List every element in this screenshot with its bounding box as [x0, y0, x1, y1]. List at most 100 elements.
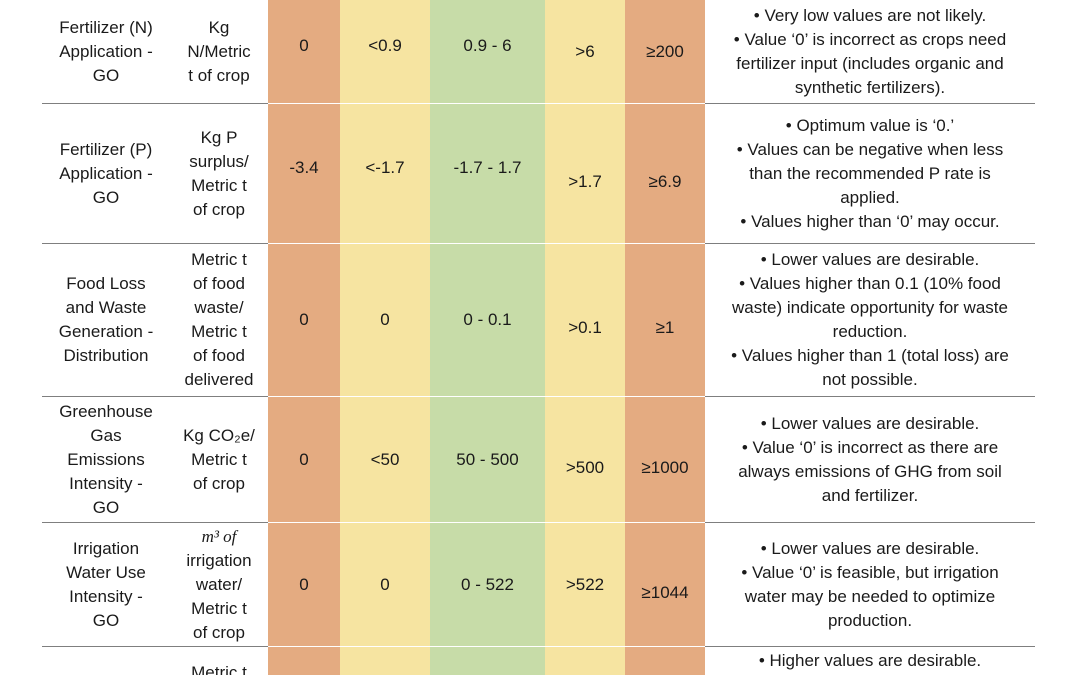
unit-line: N/Metric: [187, 41, 251, 61]
unit-line: water/: [195, 574, 243, 594]
unit-line: of food: [193, 346, 245, 365]
indicator-line: Application -: [59, 163, 153, 183]
note-line: • Values higher than ‘0’ may occur.: [740, 211, 1000, 231]
value-cell-red-high: ≥200: [625, 0, 705, 103]
row-divider: [42, 243, 268, 244]
value-cell-red-high: ≥1000: [625, 397, 705, 522]
unit-cell: Kg CO₂e/ Metric t of crop: [170, 397, 268, 522]
notes-cell: • Higher values are desirable.: [705, 647, 1035, 675]
row-divider: [705, 522, 1035, 523]
note-line: and fertilizer.: [821, 485, 919, 505]
indicator-line: Fertilizer (P): [59, 139, 153, 159]
row-divider: [42, 396, 268, 397]
indicator-cell: Irrigation Water Use Intensity - GO: [42, 523, 170, 646]
table-row: Fertilizer (P) Application - GO Kg P sur…: [0, 104, 1080, 243]
unit-line: irrigation: [186, 550, 252, 570]
note-line: waste) indicate opportunity for waste: [732, 298, 1008, 317]
value-cell-yellow-low: [340, 647, 430, 675]
value-cell-yellow-low: <-1.7: [340, 104, 430, 243]
value-cell-red-low: 0: [268, 244, 340, 396]
value-cell-green: [430, 647, 545, 675]
indicator-line: GO: [92, 65, 120, 85]
indicator-line: Greenhouse: [59, 401, 153, 421]
notes-cell: • Lower values are desirable. • Values h…: [705, 244, 1035, 396]
unit-line: waste/: [194, 298, 244, 317]
value-cell-red-high: ≥1: [625, 244, 705, 396]
note-line: than the recommended P rate is: [749, 163, 991, 183]
value-cell-red-high: [625, 647, 705, 675]
row-divider: [42, 522, 268, 523]
unit-line: m³ of: [201, 526, 237, 546]
note-line: • Optimum value is ‘0.’: [785, 115, 955, 135]
value-cell-yellow-low: 0: [340, 523, 430, 646]
indicator-line: and Waste: [65, 298, 147, 317]
unit-line: Metric t: [191, 175, 247, 195]
note-line: water may be needed to optimize: [744, 586, 996, 606]
unit-line: Kg CO₂e/: [183, 425, 255, 445]
notes-cell: • Lower values are desirable. • Value ‘0…: [705, 397, 1035, 522]
indicator-line: Generation -: [58, 322, 154, 341]
note-line: always emissions of GHG from soil: [738, 461, 1002, 481]
value-cell-red-low: -3.4: [268, 104, 340, 243]
unit-line: of crop: [193, 199, 245, 219]
indicator-line: Intensity -: [69, 473, 143, 493]
row-divider: [705, 103, 1035, 104]
value-cell-green: -1.7 - 1.7: [430, 104, 545, 243]
note-line: • Lower values are desirable.: [760, 538, 980, 558]
value-cell-red-low: 0: [268, 523, 340, 646]
row-divider: [42, 103, 268, 104]
table-row: Food Loss and Waste Generation - Distrib…: [0, 244, 1080, 396]
value-cell-green: 0 - 522: [430, 523, 545, 646]
unit-cell: Kg P surplus/ Metric t of crop: [170, 104, 268, 243]
unit-cell: Metric t of food waste/ Metric t of food…: [170, 244, 268, 396]
note-line: synthetic fertilizers).: [794, 77, 946, 97]
unit-line: of crop: [193, 473, 245, 493]
value-cell-red-low: [268, 647, 340, 675]
value-cell-red-low: 0: [268, 0, 340, 103]
row-divider: [705, 243, 1035, 244]
note-line: • Value ‘0’ is feasible, but irrigation: [741, 562, 999, 582]
unit-line: Metric t: [191, 598, 247, 618]
note-line: production.: [827, 610, 913, 630]
value-cell-yellow-high: [545, 647, 625, 675]
unit-line: Metric t: [191, 449, 247, 469]
indicator-cell: Food Loss and Waste Generation - Distrib…: [42, 244, 170, 396]
value-cell-yellow-high: >0.1: [545, 244, 625, 396]
indicator-line: Distribution: [63, 346, 149, 365]
notes-cell: • Optimum value is ‘0.’ • Values can be …: [705, 104, 1035, 243]
indicator-line: Food Loss: [66, 274, 146, 293]
note-line: • Higher values are desirable.: [758, 651, 982, 670]
note-line: • Very low values are not likely.: [753, 5, 987, 25]
value-cell-yellow-low: <0.9: [340, 0, 430, 103]
note-line: • Lower values are desirable.: [760, 250, 980, 269]
note-line: • Values higher than 0.1 (10% food: [739, 274, 1001, 293]
unit-line: Kg P: [200, 127, 238, 147]
table-row: Irrigation Water Use Intensity - GO m³ o…: [0, 523, 1080, 646]
unit-line: delivered: [184, 370, 254, 389]
value-cell-yellow-high: >522: [545, 523, 625, 646]
unit-line: of crop: [193, 622, 245, 642]
value-cell-red-low: 0: [268, 397, 340, 522]
indicator-line: Application -: [59, 41, 153, 61]
indicator-line: Irrigation: [72, 538, 140, 558]
note-line: • Values can be negative when less: [736, 139, 1004, 159]
note-line: • Value ‘0’ is incorrect as crops need: [733, 29, 1007, 49]
table-row: Metric t • Higher values are desirable.: [0, 647, 1080, 675]
value-cell-yellow-low: <50: [340, 397, 430, 522]
indicator-line: Water Use: [66, 562, 146, 582]
value-cell-green: 50 - 500: [430, 397, 545, 522]
unit-cell: Kg N/Metric t of crop: [170, 0, 268, 103]
note-line: reduction.: [832, 322, 908, 341]
row-divider: [705, 396, 1035, 397]
unit-line: t of crop: [188, 65, 250, 85]
unit-line: Kg: [208, 17, 230, 37]
row-divider: [705, 646, 1035, 647]
notes-cell: • Lower values are desirable. • Value ‘0…: [705, 523, 1035, 646]
unit-line: of food: [193, 274, 245, 293]
row-divider: [42, 646, 268, 647]
unit-line: Metric t: [191, 663, 247, 675]
indicator-line: Fertilizer (N): [59, 17, 153, 37]
unit-cell: m³ of irrigation water/ Metric t of crop: [170, 523, 268, 646]
unit-line: Metric t: [191, 322, 247, 341]
